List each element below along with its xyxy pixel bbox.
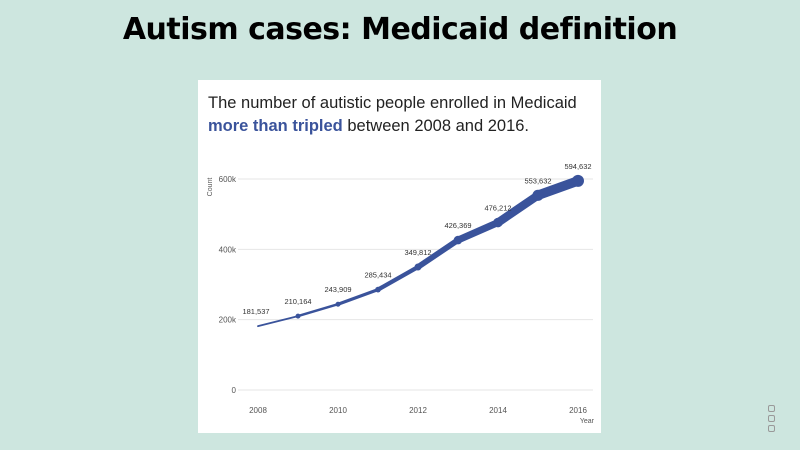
data-point [414,263,422,271]
line-segment [493,191,543,227]
line-segment [296,303,340,318]
data-label: 476,212 [484,204,511,213]
chart-card: The number of autistic people enrolled i… [198,80,601,433]
x-tick-label: 2008 [249,406,267,415]
data-point [493,217,503,228]
slide-nav-dots[interactable] [768,405,778,435]
headline-highlight: more than tripled [208,117,343,135]
data-label: 426,369 [444,221,471,230]
nav-dot[interactable] [768,405,775,412]
line-segment [336,288,380,306]
line-segment [375,264,421,292]
data-point [295,313,301,319]
headline-part1: The number of autistic people enrolled i… [208,94,577,112]
line-segment [257,315,299,328]
line-segment [415,237,461,270]
x-tick-label: 2014 [489,406,507,415]
x-tick-label: 2016 [569,406,587,415]
data-point [375,286,381,293]
data-label: 210,164 [284,297,311,306]
slide-title: Autism cases: Medicaid definition [122,12,678,47]
headline-part2: between 2008 and 2016. [342,117,530,135]
data-point [532,189,544,201]
nav-dot[interactable] [768,425,775,432]
y-tick-label: 200k [219,316,237,325]
y-axis-label: Count [207,178,214,197]
data-label: 243,909 [324,285,351,294]
data-label: 349,812 [404,248,431,257]
data-point [453,235,463,245]
line-chart: 0 200k 400k 600k Count 2008 2010 2012 2014 2016 Ye… [207,162,595,425]
line-segment [533,176,583,201]
data-label: 553,632 [524,176,551,185]
data-point [335,301,341,307]
y-tick-label: 0 [232,386,237,395]
data-point [572,174,584,187]
y-tick-label: 400k [219,245,237,254]
nav-dot[interactable] [768,415,775,422]
data-label: 594,632 [564,162,591,171]
x-tick-label: 2010 [329,406,347,415]
data-label: 181,537 [242,307,269,316]
chart-headline: The number of autistic people enrolled i… [208,92,598,138]
data-label: 285,434 [364,271,391,280]
x-tick-label: 2012 [409,406,427,415]
y-tick-label: 600k [219,175,237,184]
line-segment [454,219,502,244]
x-axis-label: Year [580,418,595,425]
